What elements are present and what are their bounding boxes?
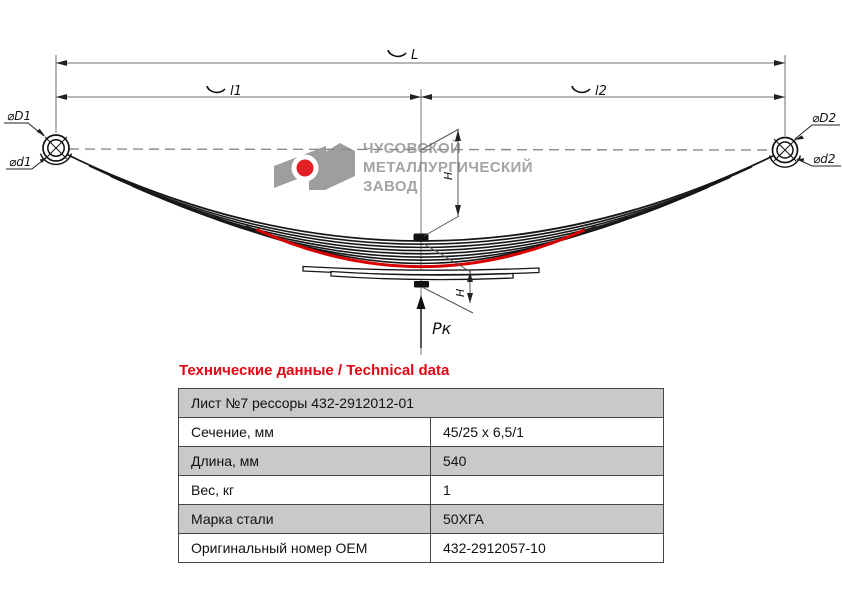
arrowhead — [467, 293, 473, 303]
axis-dashed-line — [68, 148, 771, 151]
label-H-lower: H — [454, 289, 467, 297]
row-label: Длина, мм — [178, 446, 431, 476]
arrowhead — [421, 94, 432, 100]
arrowhead — [794, 135, 804, 140]
leaf-curve — [132, 185, 709, 252]
oblique-extension — [420, 128, 460, 151]
row-value: 1 — [430, 475, 664, 505]
logo-icon — [274, 143, 355, 190]
arrowhead — [455, 205, 461, 216]
row-value: 432-2912057-10 — [430, 533, 664, 563]
technical-data-section: Технические данные / Technical data Лист… — [178, 362, 664, 563]
center-bolt-nut — [414, 281, 429, 288]
leaf-curve — [213, 215, 628, 261]
logo-parallelogram-right — [309, 143, 355, 190]
right-eye-inner — [776, 141, 794, 159]
eye-cross — [44, 136, 68, 160]
leader-D2 — [794, 124, 840, 140]
label-L: L — [411, 48, 418, 63]
label-l2: l2 — [595, 84, 607, 99]
label-D2: ⌀D2 — [812, 111, 836, 125]
label-H-upper: H — [442, 172, 455, 180]
table-row: Марка стали 50ХГА — [178, 504, 664, 534]
left-eye-inner — [47, 139, 65, 157]
logo-text-line3: ЗАВОД — [363, 178, 418, 195]
logo-text-line1: ЧУСОВСКОЙ — [363, 140, 462, 157]
label-l1: l1 — [230, 84, 242, 99]
eye-cross — [773, 138, 797, 162]
logo-text-line2: МЕТАЛЛУРГИЧЕСКИЙ — [363, 159, 533, 176]
arrowhead — [796, 158, 804, 163]
label-d2: ⌀d2 — [813, 152, 835, 166]
table-row: Сечение, мм 45/25 x 6,5/1 — [178, 417, 664, 447]
arrowhead — [455, 130, 461, 141]
row-label: Оригинальный номер OEM — [178, 533, 431, 563]
row-value: 45/25 x 6,5/1 — [430, 417, 664, 447]
oblique-extension — [421, 286, 474, 314]
table-row: Оригинальный номер OEM 432-2912057-10 — [178, 533, 664, 563]
arc-symbol — [206, 85, 226, 94]
leader-D1 — [4, 122, 45, 137]
table-header-row: Лист №7 рессоры 432-2912012-01 — [178, 388, 664, 418]
row-label: Марка стали — [178, 504, 431, 534]
arrowhead — [774, 60, 785, 66]
load-arrowhead — [416, 295, 426, 309]
leaf-spring-drawing: L l1 l2 ⌀D — [4, 48, 841, 355]
highlighted-leaf-7 — [256, 228, 586, 269]
leaf-curve — [88, 165, 753, 245]
arrowhead — [36, 128, 45, 136]
label-Pk: Pк — [432, 319, 452, 338]
bottom-leaf-2 — [330, 270, 514, 281]
arrowhead — [39, 157, 47, 163]
oblique-extension — [423, 243, 472, 273]
label-D1: ⌀D1 — [7, 109, 31, 123]
company-logo: ЧУСОВСКОЙ МЕТАЛЛУРГИЧЕСКИЙ ЗАВОД — [272, 136, 572, 198]
row-value: 540 — [430, 446, 664, 476]
logo-red-dot-icon — [296, 159, 314, 177]
oblique-extension — [423, 215, 460, 237]
label-d1: ⌀d1 — [9, 155, 31, 169]
logo-text: ЧУСОВСКОЙ МЕТАЛЛУРГИЧЕСКИЙ ЗАВОД — [363, 139, 533, 196]
table-row: Вес, кг 1 — [178, 475, 664, 505]
technical-data-table: Лист №7 рессоры 432-2912012-01 Сечение, … — [178, 388, 664, 563]
row-label: Сечение, мм — [178, 417, 431, 447]
left-eye-wrap — [39, 153, 73, 166]
leaf-curve — [110, 175, 732, 249]
table-header-cell: Лист №7 рессоры 432-2912012-01 — [178, 388, 664, 418]
arrowhead — [410, 94, 421, 100]
leaf-stack — [63, 152, 778, 269]
table-row: Длина, мм 540 — [178, 446, 664, 476]
row-label: Вес, кг — [178, 475, 431, 505]
arrowhead — [56, 60, 67, 66]
arrowhead — [467, 272, 473, 282]
arrowhead — [774, 94, 785, 100]
arc-symbol — [387, 49, 407, 58]
section-title: Технические данные / Technical data — [179, 362, 450, 379]
row-value: 50ХГА — [430, 504, 664, 534]
arrowhead — [56, 94, 67, 100]
arc-symbol — [571, 85, 591, 94]
